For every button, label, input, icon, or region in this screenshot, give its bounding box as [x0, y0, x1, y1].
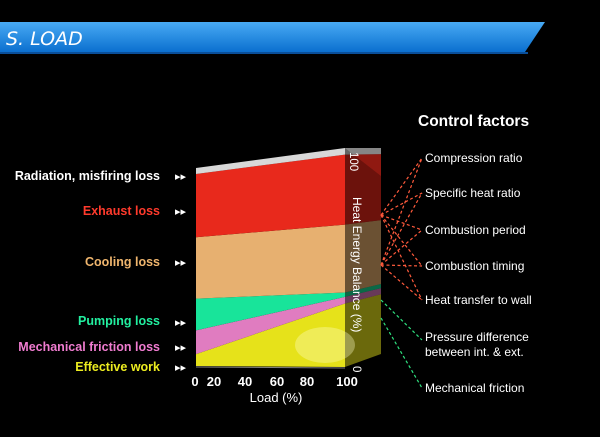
x-tick-label: 100 — [336, 374, 358, 389]
arrow-icon: ▸▸ — [175, 317, 187, 329]
x-axis-line — [195, 366, 346, 369]
page-title: S. LOAD — [6, 28, 83, 50]
legend-arrows: ▸▸ ▸▸ ▸▸ ▸▸ ▸▸ ▸▸ — [175, 171, 187, 374]
effective-work-side-face — [345, 294, 381, 367]
legend-pumping-label: Pumping loss — [78, 314, 160, 328]
cooling-side-face — [345, 220, 381, 293]
arrow-icon: ▸▸ — [175, 362, 187, 374]
loss-legend: Radiation, misfiring loss Exhaust loss C… — [15, 169, 160, 374]
x-tick-label: 40 — [238, 374, 252, 389]
arrow-icon: ▸▸ — [175, 171, 187, 183]
chart-area — [195, 148, 381, 369]
side-face-shade — [345, 148, 381, 367]
connector-line — [380, 157, 423, 266]
factor-combustion-period: Combustion period — [425, 223, 526, 237]
cooling-area — [196, 224, 345, 299]
control-factors-title: Control factors — [418, 113, 529, 130]
x-axis: 0 20 40 60 80 100 Load (%) — [191, 374, 357, 405]
legend-radiation-label: Radiation, misfiring loss — [15, 169, 160, 183]
radiation-area — [196, 148, 345, 174]
connector-line — [380, 214, 423, 231]
y-axis-label: Heat Energy Balance (%) — [350, 197, 364, 332]
factor-connectors — [380, 157, 423, 389]
factor-compression-ratio: Compression ratio — [425, 151, 523, 165]
factor-heat-transfer: Heat transfer to wall — [425, 293, 532, 307]
pumping-area — [196, 292, 345, 331]
legend-effective-work-label: Effective work — [75, 360, 160, 374]
x-tick-label: 0 — [191, 374, 198, 389]
banner-bar — [0, 22, 545, 52]
arrow-icon: ▸▸ — [175, 206, 187, 218]
effective-work-highlight — [295, 327, 355, 363]
x-axis-label: Load (%) — [250, 390, 303, 405]
factor-pressure-difference: Pressure difference — [425, 330, 529, 344]
y-tick-label: 0 — [350, 366, 362, 372]
control-factors: Control factors Compression ratio Specif… — [418, 113, 532, 395]
exhaust-side-face — [345, 154, 381, 225]
legend-exhaust-label: Exhaust loss — [83, 204, 160, 218]
connector-line — [380, 264, 423, 267]
arrow-icon: ▸▸ — [175, 342, 187, 354]
factor-pressure-difference-line2: between int. & ext. — [425, 345, 524, 359]
connector-line — [380, 214, 423, 301]
connector-line — [380, 229, 423, 266]
factor-mechanical-friction: Mechanical friction — [425, 381, 524, 395]
radiation-side-face — [345, 148, 381, 155]
legend-cooling-label: Cooling loss — [85, 255, 160, 269]
mechanical-friction-side-face — [345, 288, 381, 304]
x-tick-label: 80 — [300, 374, 314, 389]
connector-line — [380, 192, 423, 216]
effective-work-area — [196, 303, 345, 367]
banner-underline — [0, 52, 528, 54]
legend-mechanical-friction-label: Mechanical friction loss — [18, 340, 160, 354]
exhaust-area — [196, 154, 345, 238]
x-tick-label: 60 — [270, 374, 284, 389]
factor-combustion-timing: Combustion timing — [425, 259, 524, 273]
x-tick-label: 20 — [207, 374, 221, 389]
connector-line — [380, 299, 423, 341]
connector-line — [380, 192, 423, 266]
connector-line — [380, 264, 423, 301]
connector-line — [380, 214, 423, 267]
connector-line — [380, 157, 423, 216]
mechanical-friction-area — [196, 296, 345, 355]
header-banner: S. LOAD — [0, 22, 545, 54]
y-axis: 100 0 Heat Energy Balance (%) — [347, 152, 364, 372]
pumping-side-face — [345, 283, 381, 297]
arrow-icon: ▸▸ — [175, 257, 187, 269]
y-tick-label: 100 — [347, 152, 359, 171]
connector-line — [380, 317, 423, 389]
factor-specific-heat-ratio: Specific heat ratio — [425, 186, 521, 200]
